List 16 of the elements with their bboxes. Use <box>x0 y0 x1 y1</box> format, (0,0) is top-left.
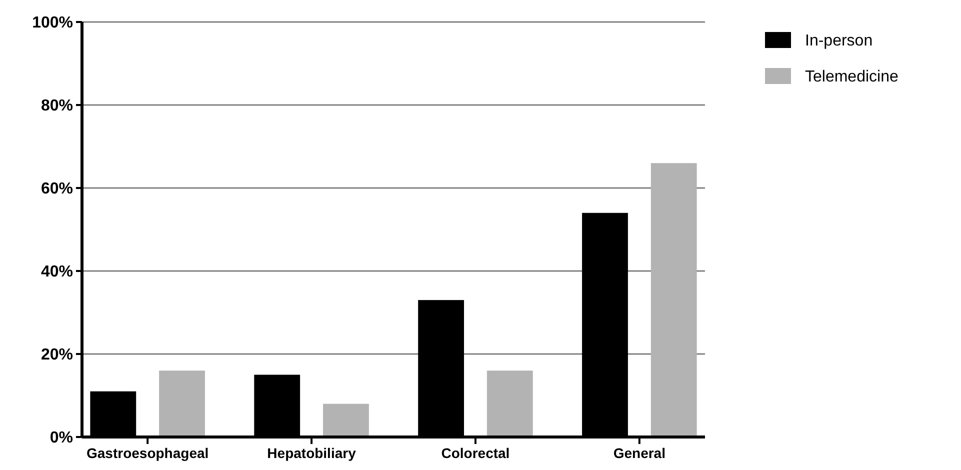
bar <box>650 163 697 437</box>
bar <box>323 404 369 437</box>
x-tick-label: General <box>613 445 666 461</box>
x-tick-label: Colorectal <box>441 445 510 461</box>
y-tick-label: 20% <box>40 346 73 364</box>
y-tick-label: 0% <box>50 430 73 447</box>
y-tick-label: 60% <box>40 180 73 198</box>
x-tick-label: Gastroesophageal <box>86 445 209 461</box>
y-tick-label: 40% <box>40 264 73 281</box>
bar <box>486 370 533 437</box>
x-tick-label: Hepatobiliary <box>267 445 356 461</box>
legend-label: In-person <box>805 32 873 50</box>
y-tick-label: 80% <box>40 98 73 115</box>
legend-label: Telemedicine <box>805 68 898 86</box>
bar <box>159 370 205 437</box>
y-tick-label: 100% <box>32 14 73 32</box>
